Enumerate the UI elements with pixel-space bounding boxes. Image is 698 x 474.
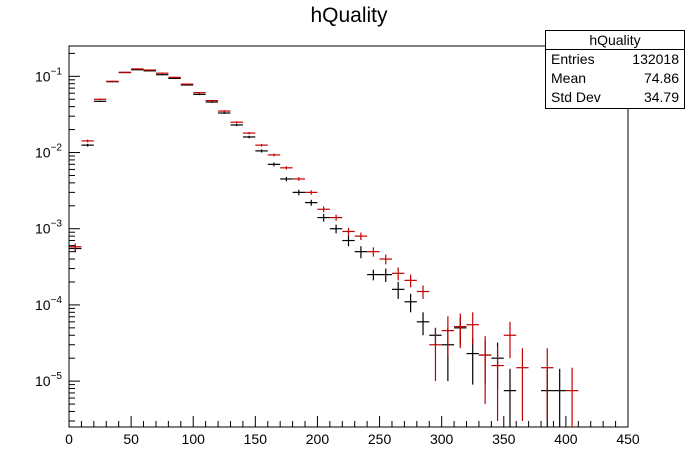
x-tick-label: 450 xyxy=(616,431,640,447)
x-tick-label: 50 xyxy=(123,431,139,447)
stats-value: 34.79 xyxy=(643,89,679,105)
x-tick-label: 400 xyxy=(554,431,578,447)
stats-value: 74.86 xyxy=(643,70,679,86)
stats-row-entries: Entries 132018 xyxy=(546,50,684,69)
x-tick-label: 200 xyxy=(306,431,330,447)
x-axis: 0 50 100 150 200 250 300 350 400 450 xyxy=(65,416,640,447)
stats-box: hQuality Entries 132018 Mean 74.86 Std D… xyxy=(545,30,685,109)
series-layer xyxy=(69,68,579,427)
x-tick-label: 0 xyxy=(65,431,73,447)
x-tick-label: 100 xyxy=(182,431,206,447)
x-tick-label: 350 xyxy=(492,431,516,447)
series-1 xyxy=(69,68,579,427)
y-tick-label: 10−2 xyxy=(35,143,62,161)
stats-row-mean: Mean 74.86 xyxy=(546,69,684,88)
y-axis: 10−5 10−4 10−3 10−2 10−1 xyxy=(35,52,80,422)
stats-label: Entries xyxy=(551,51,595,67)
stats-row-stddev: Std Dev 34.79 xyxy=(546,88,684,107)
x-tick-label: 150 xyxy=(244,431,268,447)
stats-label: Std Dev xyxy=(551,89,601,105)
stats-label: Mean xyxy=(551,70,587,86)
y-tick-label: 10−5 xyxy=(35,371,62,389)
y-tick-label: 10−1 xyxy=(35,66,62,84)
x-tick-label: 300 xyxy=(430,431,454,447)
series-0 xyxy=(69,69,566,427)
x-tick-label: 250 xyxy=(368,431,392,447)
chart-title: hQuality xyxy=(310,4,388,27)
stats-title: hQuality xyxy=(546,31,684,50)
y-tick-label: 10−3 xyxy=(35,219,62,237)
y-tick-label: 10−4 xyxy=(35,295,62,313)
stats-value: 132018 xyxy=(632,51,679,67)
